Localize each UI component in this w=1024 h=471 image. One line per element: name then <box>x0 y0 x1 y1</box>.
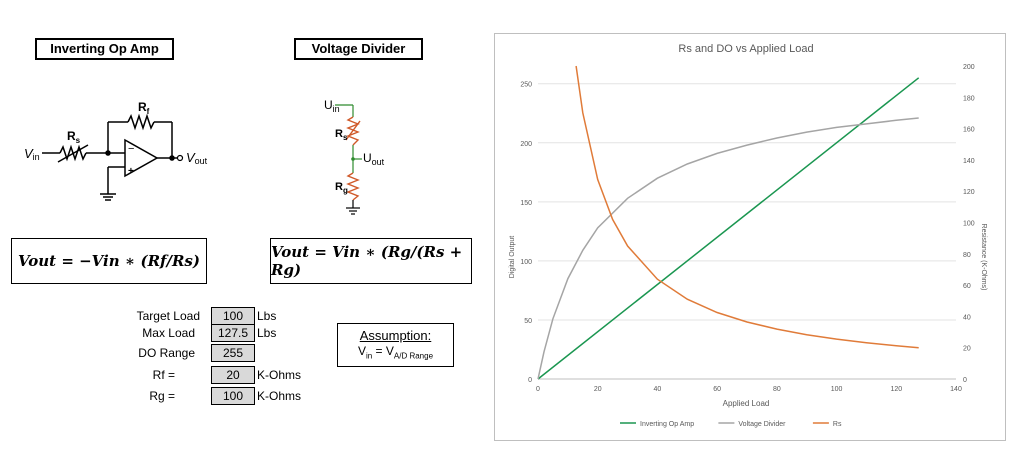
vout-label: Vout <box>186 150 208 166</box>
series-line-rs <box>575 65 919 349</box>
chart-frame: Rs and DO vs Applied Load 0 50 100 150 200 25… <box>494 33 1006 441</box>
y-tick-label: 250 <box>520 82 532 89</box>
param-label-target-load: Target Load <box>136 309 200 323</box>
y2-tick-label: 80 <box>963 252 971 259</box>
assumption-title: Assumption: <box>359 328 432 343</box>
y2-tick-label: 140 <box>963 158 975 165</box>
y2-tick-label: 0 <box>963 377 967 384</box>
rf-label: Rf <box>138 100 150 116</box>
y-tick-label: 200 <box>520 141 532 148</box>
param-label-do-range: DO Range <box>138 346 195 360</box>
uout-label: Uout <box>363 151 385 167</box>
series-line-inverting-op-amp <box>537 77 920 380</box>
y2-tick-label: 180 <box>963 95 975 102</box>
assumption-box: Assumption: Vin = VA/D Range <box>337 323 454 367</box>
rs-label: Rs <box>67 129 81 145</box>
param-label-rf: Rf = <box>152 368 175 382</box>
y-tick-label: 50 <box>524 318 532 325</box>
inverting-op-amp-schematic: − + Rf Rs Vin Vout <box>24 100 208 201</box>
y2-tick-label: 100 <box>963 221 975 228</box>
param-unit-rg: K-Ohms <box>257 389 302 403</box>
x-tick-label: 100 <box>831 386 843 393</box>
legend-entry: Voltage Divider <box>738 421 786 428</box>
series-line-voltage-divider <box>537 117 919 380</box>
divider-rg-resistor <box>346 172 360 201</box>
uin-label: Uin <box>324 98 340 114</box>
param-value-do-range[interactable]: 255 <box>211 344 255 362</box>
y2-tick-label: 200 <box>963 64 975 71</box>
param-value-max-load[interactable]: 127.5 <box>211 324 255 342</box>
param-value-rg[interactable]: 100 <box>211 387 255 405</box>
inverting-equation: Vout = −Vin ∗ (Rf/Rs) <box>11 238 207 284</box>
x-tick-label: 20 <box>594 386 602 393</box>
voltage-divider-schematic: Uin Rs Uout Rg <box>324 98 385 215</box>
x-axis-label: Applied Load <box>723 399 770 408</box>
rs-do-chart: Rs and DO vs Applied Load 05010015020025… <box>509 43 987 428</box>
param-value-target-load[interactable]: 100 <box>211 307 255 325</box>
param-value-rf[interactable]: 20 <box>211 366 255 384</box>
divider-rg-label: Rg <box>335 181 348 195</box>
param-unit-rf: K-Ohms <box>257 368 302 382</box>
x-tick-label: 120 <box>890 386 902 393</box>
y2-tick-label: 160 <box>963 127 975 134</box>
y-tick-label: 150 <box>520 200 532 207</box>
x-tick-label: 60 <box>713 386 721 393</box>
y2-tick-label: 20 <box>963 346 971 353</box>
plus-label: + <box>128 166 134 177</box>
y2-tick-label: 60 <box>963 283 971 290</box>
x-tick-label: 140 <box>950 386 962 393</box>
divider-rs-label: Rs <box>335 128 348 142</box>
x-tick-label: 80 <box>773 386 781 393</box>
param-label-max-load: Max Load <box>142 326 195 340</box>
chart-legend: Inverting Op Amp Voltage Divider Rs <box>620 421 842 428</box>
y-axis-label: Digital Output <box>509 236 516 278</box>
legend-entry: Rs <box>833 421 842 428</box>
param-label-rg: Rg = <box>149 389 175 403</box>
inverting-op-amp-title: Inverting Op Amp <box>35 38 174 60</box>
y2-axis-label: Resistance (K-Ohms) <box>980 224 987 291</box>
assumption-formula: Vin = VA/D Range <box>357 344 434 361</box>
voltage-divider-title: Voltage Divider <box>294 38 423 60</box>
legend-entry: Inverting Op Amp <box>640 421 694 428</box>
y-tick-label: 100 <box>520 259 532 266</box>
vin-label: Vin <box>24 146 40 162</box>
op-amp-triangle <box>124 138 159 178</box>
chart-title: Rs and DO vs Applied Load <box>678 43 813 55</box>
x-tick-label: 0 <box>536 386 540 393</box>
y2-tick-label: 40 <box>963 314 971 321</box>
divider-equation: Vout = Vin ∗ (Rg/(Rs + Rg) <box>270 238 472 284</box>
x-tick-label: 40 <box>654 386 662 393</box>
param-unit-max-load: Lbs <box>257 326 277 340</box>
rf-resistor <box>127 113 155 131</box>
y2-tick-label: 120 <box>963 189 975 196</box>
param-unit-target-load: Lbs <box>257 309 277 323</box>
minus-label: − <box>128 143 134 155</box>
y-tick-label: 0 <box>528 377 532 384</box>
